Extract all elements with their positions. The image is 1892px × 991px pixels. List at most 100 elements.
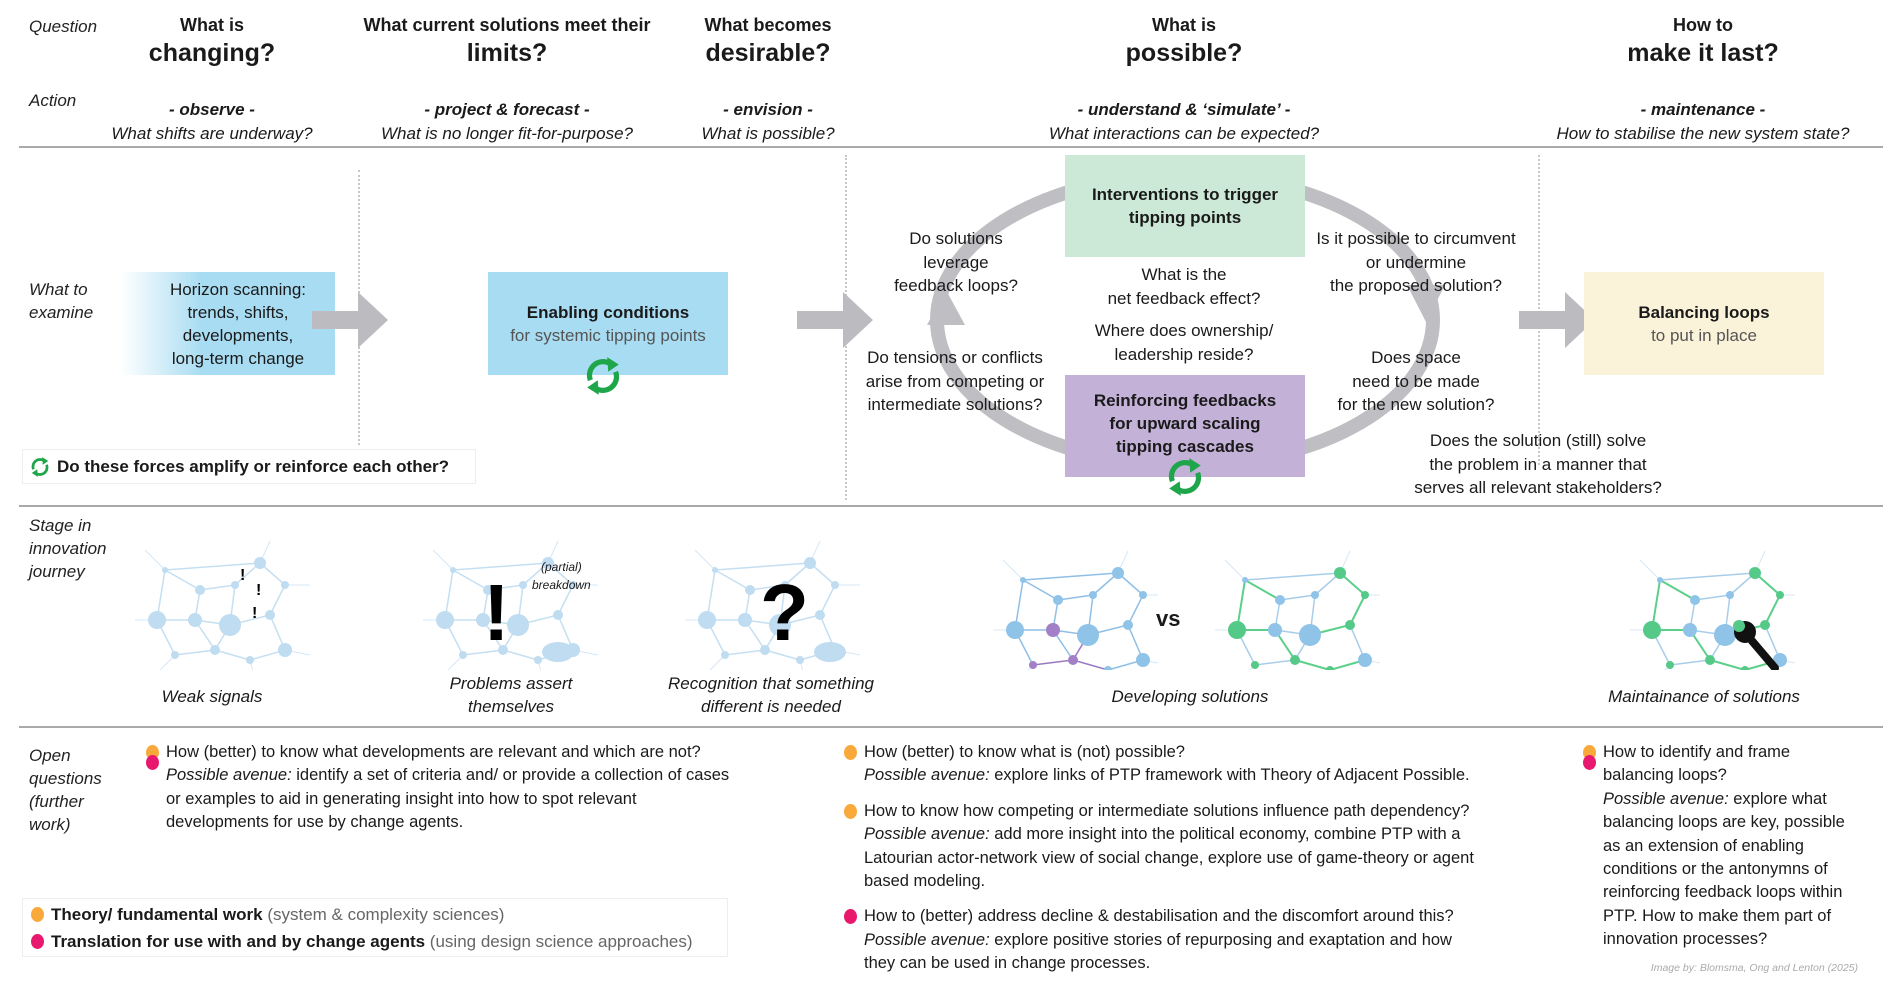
network-node xyxy=(1358,653,1372,667)
network-node xyxy=(1311,591,1319,599)
maintenance-network-illustration xyxy=(1630,550,1795,670)
network-node xyxy=(210,645,220,655)
network-edge xyxy=(1669,659,1711,666)
network-node xyxy=(1666,661,1674,669)
network-node xyxy=(188,613,202,627)
network-edge xyxy=(1694,594,1731,601)
exclamation-icon: ! xyxy=(256,582,261,599)
open-question-item: How (better) to know what developments a… xyxy=(146,741,806,835)
network-edge xyxy=(764,649,801,661)
network-node xyxy=(148,611,166,629)
network-node xyxy=(1136,653,1150,667)
network-node xyxy=(796,656,804,664)
balancing-loops-subtitle: to put in place xyxy=(1651,325,1757,345)
network-edge xyxy=(714,562,811,571)
loop-question-net-effect: What is the net feedback effect? xyxy=(1107,265,1261,308)
problems-network-illustration: ! xyxy=(423,540,599,670)
network-node xyxy=(1299,624,1321,646)
network-edge xyxy=(1254,659,1296,666)
network-node xyxy=(534,656,542,664)
legend-bold: Translation for use with and by change a… xyxy=(51,932,426,951)
legend-muted: (using design science approaches) xyxy=(425,932,693,951)
question-small: What is xyxy=(1151,15,1216,35)
exclamation-icon: ! xyxy=(483,568,510,657)
row-label-stage: Stage in innovation journey xyxy=(29,516,107,581)
network-node xyxy=(1760,620,1770,630)
network-node xyxy=(519,581,527,589)
avenue-text: explore positive stories of repurposing … xyxy=(864,930,1452,973)
divider xyxy=(19,505,1883,507)
network-node xyxy=(1242,577,1248,583)
divider xyxy=(19,146,1883,148)
network-edge xyxy=(819,584,836,616)
network-node xyxy=(476,613,490,627)
network-node xyxy=(459,651,467,659)
open-question: How to identify and frame balancing loop… xyxy=(1603,743,1791,785)
open-question-item: How (better) to know what is (not) possi… xyxy=(844,741,1564,788)
avenue-label: Possible avenue: xyxy=(864,766,990,785)
network-node xyxy=(436,611,454,629)
translation-dot-icon xyxy=(1583,755,1596,770)
wrench-icon xyxy=(1733,620,1779,670)
network-edge xyxy=(1764,594,1781,626)
network-node xyxy=(1029,661,1037,669)
network-node xyxy=(760,645,770,655)
question-big: changing? xyxy=(148,39,276,67)
network-node xyxy=(769,614,791,636)
network-node xyxy=(1020,577,1026,583)
network-node xyxy=(1275,595,1285,605)
network-node xyxy=(1290,655,1300,665)
theory-dot-icon xyxy=(31,907,44,922)
legend-item: Translation for use with and by change a… xyxy=(23,930,727,953)
network-node xyxy=(1089,591,1097,599)
recycle-icon xyxy=(1164,456,1206,498)
amplify-question: Do these forces amplify or reinforce eac… xyxy=(57,456,450,476)
network-node xyxy=(195,585,205,595)
network-edge xyxy=(1659,579,1696,601)
network-node xyxy=(553,610,563,620)
loop-arrowhead xyxy=(927,290,965,325)
action: - observe - xyxy=(169,100,255,119)
loop-question-still-solve: Does the solution (still) solve the prob… xyxy=(1414,431,1662,497)
network-node xyxy=(1690,595,1700,605)
translation-dot-icon xyxy=(146,755,159,770)
network-node xyxy=(1776,591,1784,599)
network-node xyxy=(1334,567,1346,579)
network-node xyxy=(569,581,577,589)
loop-question-leverage: Do solutions leverage feedback loops? xyxy=(894,229,1018,295)
row-label-open-questions: Open questions (further work) xyxy=(29,746,102,834)
network-node xyxy=(1657,577,1663,583)
arrow-right-icon xyxy=(797,292,873,348)
action-question: What is no longer fit-for-purpose? xyxy=(381,124,633,143)
network-node xyxy=(1053,595,1063,605)
network-node xyxy=(1046,623,1060,637)
network-node xyxy=(1705,655,1715,665)
network-node xyxy=(1326,666,1334,670)
network-edge xyxy=(749,584,786,591)
network-edge xyxy=(1244,572,1341,581)
network-node xyxy=(1361,591,1369,599)
column-header: How to make it last? - maintenance - How… xyxy=(1538,13,1868,146)
network-edge xyxy=(502,649,539,661)
action: - maintenance - xyxy=(1640,100,1766,119)
network-node xyxy=(745,585,755,595)
horizon-scanning-box: Horizon scanning: trends, shifts, develo… xyxy=(121,272,335,375)
open-questions-col3: How to identify and frame balancing loop… xyxy=(1583,741,1883,964)
recycle-icon xyxy=(29,456,51,478)
reinforcing-feedbacks-box: Reinforcing feedbacks for upward scaling… xyxy=(1065,375,1305,477)
loop-question-ownership: Where does ownership/ leadership reside? xyxy=(1094,321,1274,364)
open-question: How to know how competing or intermediat… xyxy=(864,801,1470,820)
action-question: What shifts are underway? xyxy=(111,124,313,143)
network-node xyxy=(162,567,168,573)
question-mark-icon: ? xyxy=(760,568,809,657)
network-node xyxy=(231,581,239,589)
question-small: What current solutions meet their xyxy=(363,15,651,35)
network-node xyxy=(831,581,839,589)
network-edge xyxy=(199,584,236,591)
question-big: make it last? xyxy=(1627,39,1779,67)
legend-muted: (system & complexity sciences) xyxy=(262,905,505,924)
network-node xyxy=(804,557,816,569)
network-node xyxy=(1714,624,1736,646)
network-node xyxy=(1228,621,1246,639)
stage-caption-developing: Developing solutions xyxy=(1111,687,1269,706)
